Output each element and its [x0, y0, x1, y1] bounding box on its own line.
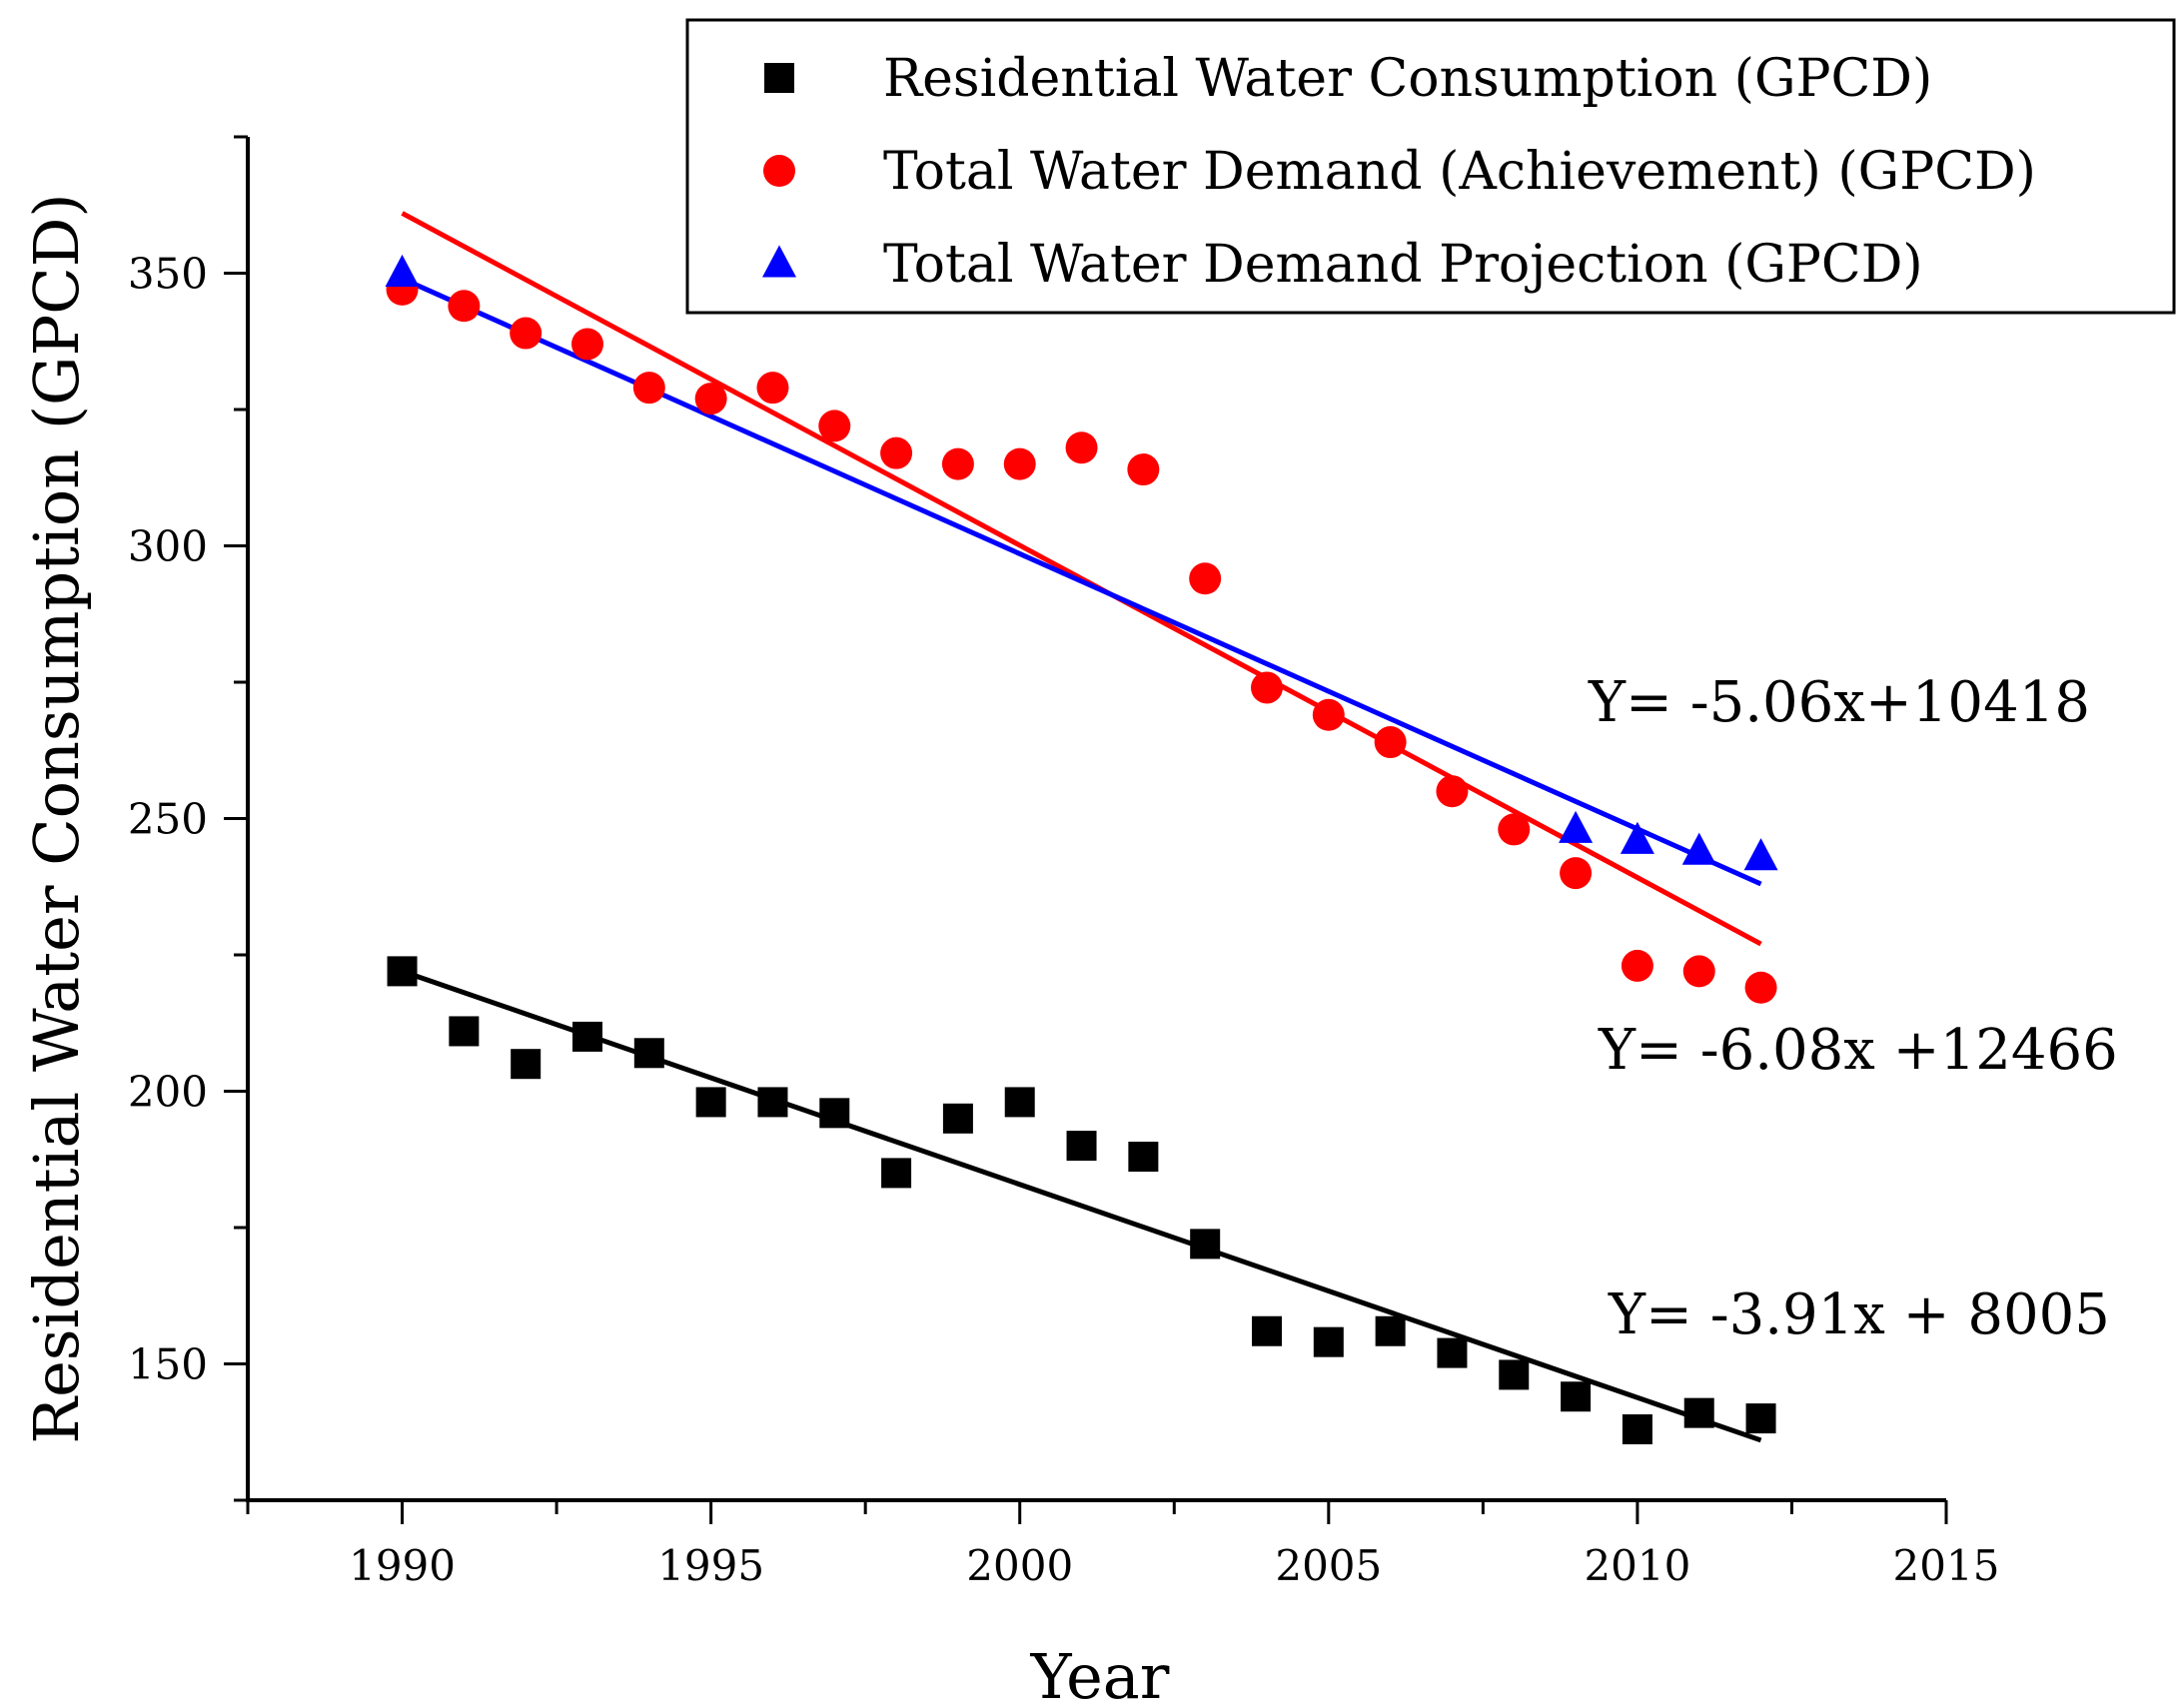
legend-label-1: Total Water Demand (Achievement) (GPCD) [883, 142, 2036, 202]
x-tick-label: 2005 [1275, 1541, 1382, 1590]
x-tick-label: 2000 [966, 1541, 1073, 1590]
data-point-series1 [1682, 955, 1715, 988]
data-point-series1 [1374, 726, 1407, 759]
trend-line-0 [401, 969, 1762, 1443]
data-points [385, 254, 1778, 1445]
data-point-series0 [1313, 1326, 1344, 1357]
data-point-series0 [881, 1158, 912, 1189]
data-point-series2 [1559, 810, 1594, 843]
data-point-series0 [1128, 1142, 1159, 1173]
data-point-series0 [942, 1103, 973, 1134]
data-point-series1 [1003, 447, 1036, 480]
data-point-series0 [1190, 1229, 1221, 1260]
y-tick-label: 250 [128, 795, 208, 844]
legend-label-0: Residential Water Consumption (GPCD) [883, 49, 1932, 109]
data-point-series0 [1622, 1414, 1652, 1445]
data-point-series1 [1744, 971, 1777, 1004]
data-point-series2 [1681, 832, 1716, 865]
legend-marker-0 [764, 63, 794, 93]
data-point-series0 [1066, 1131, 1097, 1162]
data-point-series0 [819, 1098, 850, 1129]
data-point-series0 [633, 1038, 664, 1069]
data-point-series0 [1499, 1359, 1530, 1390]
data-point-series0 [1004, 1087, 1035, 1118]
data-point-series1 [1065, 431, 1098, 464]
data-point-series1 [756, 372, 789, 405]
y-tick-label: 300 [128, 522, 208, 571]
data-point-series0 [1437, 1337, 1468, 1368]
data-point-series1 [1560, 857, 1593, 890]
legend-marker-2 [762, 245, 796, 278]
data-point-series1 [1498, 813, 1531, 846]
data-point-series2 [1743, 838, 1778, 871]
trend-equation-0: Y= -3.91x + 8005 [1608, 1282, 2110, 1347]
trend-equation-2: Y= -5.06x+10418 [1588, 670, 2090, 735]
x-tick-label: 1990 [349, 1541, 456, 1590]
trend-lines [401, 211, 1762, 1443]
data-point-series0 [572, 1021, 602, 1052]
data-point-series1 [1312, 698, 1345, 731]
data-point-series0 [511, 1049, 542, 1080]
data-point-series0 [757, 1087, 788, 1118]
trend-equation-1: Y= -6.08x +12466 [1598, 1018, 2118, 1083]
x-tick-label: 1995 [657, 1541, 764, 1590]
legend-box [685, 18, 2176, 315]
data-point-series1 [632, 372, 665, 405]
data-point-series0 [1683, 1397, 1714, 1428]
data-point-series1 [941, 447, 974, 480]
legend-label-2: Total Water Demand Projection (GPCD) [883, 235, 1923, 295]
x-axis-title: Year [1030, 1640, 1170, 1708]
y-axis-ticks: 150 200 250 300 350 [128, 135, 248, 1502]
trend-equations: Y= -3.91x + 8005 Y= -6.08x +12466 Y= -5.06… [1588, 670, 2118, 1347]
data-point-series1 [1251, 671, 1283, 704]
x-axis-ticks: 1990 1995 2000 2005 2010 2015 [246, 1500, 2000, 1590]
data-point-series1 [1621, 949, 1653, 982]
data-point-series0 [387, 956, 418, 987]
data-point-series1 [694, 383, 727, 416]
y-axis-title: Residential Water Consumption (GPCD) [20, 193, 93, 1443]
data-point-series0 [449, 1016, 480, 1047]
axes: 1990 1995 2000 2005 2010 2015 150 200 250 300 350 [128, 135, 2000, 1590]
data-point-series0 [695, 1087, 726, 1118]
data-point-series2 [385, 254, 420, 287]
y-tick-label: 350 [128, 250, 208, 299]
data-point-series0 [1745, 1403, 1776, 1434]
trend-line-2 [401, 276, 1762, 887]
data-point-series1 [510, 317, 543, 350]
data-point-series0 [1252, 1315, 1282, 1346]
x-tick-label: 2015 [1893, 1541, 2000, 1590]
data-point-series0 [1375, 1315, 1406, 1346]
data-point-series1 [1189, 562, 1222, 595]
legend-marker-1 [763, 155, 795, 187]
y-tick-label: 150 [128, 1340, 208, 1389]
data-point-series0 [1561, 1381, 1592, 1412]
data-point-series1 [818, 410, 851, 442]
data-point-series1 [880, 436, 913, 469]
data-point-series2 [1620, 821, 1654, 854]
x-tick-label: 2010 [1584, 1541, 1690, 1590]
y-tick-label: 200 [128, 1068, 208, 1117]
data-point-series1 [448, 290, 481, 323]
data-point-series1 [571, 328, 603, 361]
legend: Residential Water Consumption (GPCD) Tota… [685, 18, 2176, 315]
data-point-series1 [1127, 453, 1160, 486]
data-point-series1 [1436, 775, 1469, 808]
